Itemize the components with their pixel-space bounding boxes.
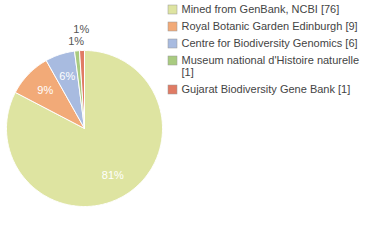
svg-text:Centre for Biodiversity Genomi: Centre for Biodiversity Genomics [6] xyxy=(182,37,358,49)
svg-text:Gujarat Biodiversity Gene Bank: Gujarat Biodiversity Gene Bank [1] xyxy=(182,83,351,95)
svg-text:Mined from GenBank, NCBI [76]: Mined from GenBank, NCBI [76] xyxy=(182,3,340,15)
svg-text:1%: 1% xyxy=(73,23,89,35)
svg-text:Royal Botanic Garden Edinburgh: Royal Botanic Garden Edinburgh [9] xyxy=(182,20,358,32)
svg-text:81%: 81% xyxy=(102,169,124,181)
svg-text:6%: 6% xyxy=(59,70,75,82)
svg-text:1%: 1% xyxy=(68,35,84,47)
svg-text:Museum national d'Histoire nat: Museum national d'Histoire naturelle[1] xyxy=(182,54,360,78)
svg-text:9%: 9% xyxy=(37,84,53,96)
